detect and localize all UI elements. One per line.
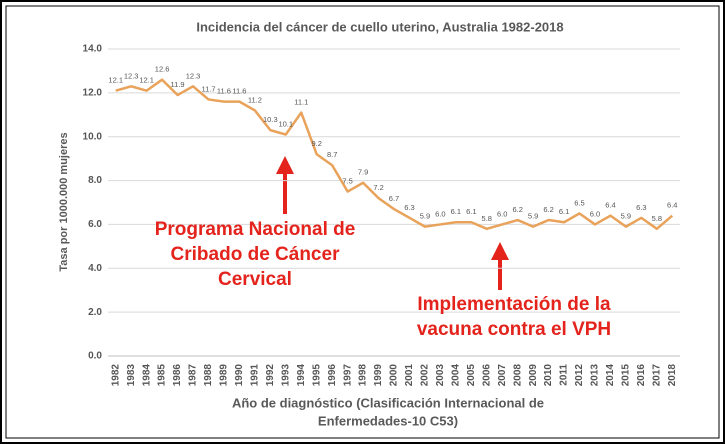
y-tick-label: 6.0 — [88, 219, 102, 230]
x-tick-label: 2002 — [420, 364, 431, 387]
data-label: 6.3 — [404, 203, 414, 212]
data-label: 9.2 — [311, 139, 321, 148]
data-label: 11.2 — [248, 95, 262, 104]
x-tick-label: 2005 — [466, 364, 477, 387]
arrow — [491, 242, 509, 290]
data-label: 12.1 — [139, 76, 154, 85]
data-label: 6.0 — [435, 209, 445, 218]
x-tick-label: 1991 — [250, 364, 261, 387]
x-tick-label: 2015 — [621, 364, 632, 387]
x-tick-label: 2013 — [590, 364, 601, 387]
y-tick-label: 8.0 — [88, 175, 102, 186]
x-tick-label: 1998 — [358, 364, 369, 387]
annotation: Implementación de la — [417, 294, 611, 315]
data-label: 6.2 — [512, 205, 522, 214]
data-label: 10.1 — [278, 120, 293, 129]
x-tick-label: 1993 — [280, 364, 291, 387]
data-label: 11.1 — [294, 98, 308, 107]
x-tick-label: 1982 — [110, 364, 121, 387]
data-label: 6.4 — [605, 201, 615, 210]
y-tick-label: 14.0 — [83, 44, 103, 55]
data-label: 6.3 — [636, 203, 646, 212]
data-label: 6.2 — [543, 205, 553, 214]
x-tick-label: 1988 — [203, 364, 214, 387]
x-tick-label: 1997 — [342, 364, 353, 387]
x-tick-label: 1999 — [373, 364, 384, 387]
annotation: Cribado de Cáncer — [171, 244, 341, 265]
data-label: 11.7 — [201, 84, 215, 93]
x-tick-label: 1994 — [296, 364, 307, 387]
data-label: 11.6 — [232, 87, 246, 96]
x-tick-label: 2018 — [667, 364, 678, 387]
data-label: 6.5 — [574, 198, 584, 207]
arrow — [276, 156, 294, 214]
x-tick-label: 2014 — [605, 364, 616, 387]
data-line — [115, 78, 674, 231]
data-label: 12.3 — [186, 71, 201, 80]
x-tick-label: 2010 — [543, 364, 554, 387]
frame-inner — [5, 5, 720, 439]
x-tick-label: 1996 — [327, 364, 338, 387]
data-label: 6.1 — [466, 207, 476, 216]
x-axis-label: Enfermedades-10 C53) — [318, 413, 458, 428]
data-label: 6.1 — [559, 207, 569, 216]
annotation: vacuna contra el VPH — [417, 319, 611, 340]
data-label: 6.0 — [497, 209, 507, 218]
y-tick-label: 10.0 — [83, 131, 103, 142]
data-label: 11.9 — [171, 80, 185, 89]
x-tick-label: 2017 — [651, 364, 662, 387]
x-tick-label: 2000 — [389, 364, 400, 387]
x-tick-label: 2012 — [574, 364, 585, 387]
data-label: 7.2 — [373, 183, 383, 192]
x-tick-label: 1989 — [219, 364, 230, 387]
data-label: 5.9 — [621, 212, 631, 221]
y-tick-label: 2.0 — [88, 307, 102, 318]
data-label: 5.8 — [482, 214, 492, 223]
data-label: 12.6 — [155, 65, 170, 74]
x-tick-label: 2016 — [636, 364, 647, 387]
data-label: 6.1 — [451, 207, 461, 216]
x-tick-label: 2003 — [435, 364, 446, 387]
x-tick-label: 2001 — [404, 364, 415, 387]
data-label: 7.9 — [358, 168, 368, 177]
data-label: 8.7 — [327, 150, 337, 159]
data-label: 7.5 — [342, 177, 352, 186]
data-label: 6.4 — [667, 201, 677, 210]
x-tick-label: 2011 — [559, 364, 570, 386]
data-label: 5.9 — [420, 212, 430, 221]
x-tick-label: 2004 — [450, 364, 461, 387]
y-tick-label: 4.0 — [88, 263, 102, 274]
x-axis-label: Año de diagnóstico (Clasificación Intern… — [232, 395, 544, 410]
y-tick-label: 0.0 — [88, 351, 102, 362]
x-tick-label: 1983 — [126, 364, 137, 387]
x-tick-label: 1995 — [311, 364, 322, 387]
x-tick-label: 2009 — [528, 364, 539, 387]
x-tick-label: 2007 — [497, 364, 508, 387]
x-tick-label: 1984 — [141, 364, 152, 387]
x-tick-label: 2006 — [481, 364, 492, 387]
x-tick-label: 1987 — [188, 364, 199, 387]
y-axis-label: Tasa por 1000.000 mujeres — [58, 132, 70, 271]
data-label: 12.1 — [108, 76, 123, 85]
y-tick-label: 12.0 — [83, 87, 103, 98]
annotation: Programa Nacional de — [155, 219, 356, 240]
data-label: 6.7 — [389, 194, 399, 203]
data-label: 5.9 — [528, 212, 538, 221]
chart-title: Incidencia del cáncer de cuello uterino,… — [196, 19, 563, 34]
data-label: 12.3 — [124, 71, 139, 80]
x-tick-label: 1986 — [172, 364, 183, 387]
x-tick-label: 1985 — [157, 364, 168, 387]
annotation: Cervical — [218, 269, 292, 290]
x-tick-label: 1992 — [265, 364, 276, 387]
data-label: 5.8 — [652, 214, 662, 223]
x-tick-label: 2008 — [512, 364, 523, 387]
data-label: 10.3 — [263, 115, 278, 124]
x-tick-label: 1990 — [234, 364, 245, 387]
data-label: 6.0 — [590, 209, 600, 218]
data-label: 11.6 — [217, 87, 231, 96]
